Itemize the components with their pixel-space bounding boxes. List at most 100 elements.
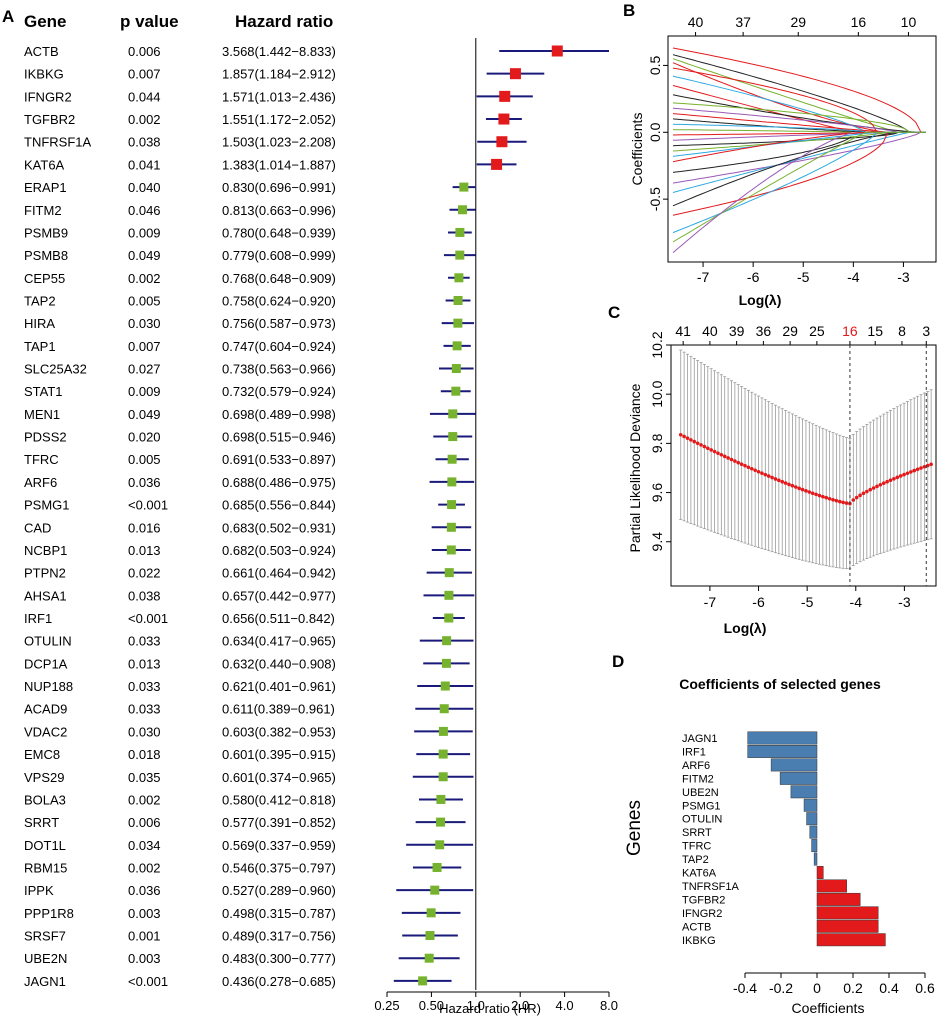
gene-label: UBE2N <box>24 951 67 966</box>
p-value: 0.040 <box>128 180 161 195</box>
lasso-top-tick-label: 37 <box>735 14 751 30</box>
p-value: 0.046 <box>128 203 161 218</box>
hazard-ratio-text: 3.568(1.442−8.833) <box>222 44 336 59</box>
cv-mean-point <box>925 463 930 468</box>
hazard-ratio-text: 1.383(1.014−1.887) <box>222 157 336 172</box>
p-value: 0.027 <box>128 362 161 377</box>
cv-mean-point <box>790 483 795 488</box>
lasso-path-line <box>672 107 926 133</box>
coef-axis-tick-label: 0.4 <box>879 980 899 996</box>
cv-mean-point <box>878 482 883 487</box>
coef-axis-tick-label: 0.6 <box>915 980 935 996</box>
hr-point <box>438 749 448 759</box>
cv-top-tick-label: 25 <box>809 323 825 339</box>
hr-point <box>496 136 508 148</box>
p-value: 0.033 <box>128 634 161 649</box>
cv-mean-point <box>793 485 798 489</box>
hazard-ratio-text: 0.634(0.417−0.965) <box>222 634 336 649</box>
p-value: 0.033 <box>128 702 161 717</box>
hazard-ratio-text: 0.756(0.587−0.973) <box>222 316 336 331</box>
hazard-ratio-text: 0.830(0.696−0.991) <box>222 180 336 195</box>
cv-mean-point <box>689 438 693 442</box>
coef-gene-label: TAP2 <box>682 854 709 866</box>
forest-rows: ACTB 0.006 3.568(1.442−8.833) IKBKG 0.007 1.8… <box>24 44 336 989</box>
hr-point <box>447 454 457 464</box>
lasso-x-tick-label: -6 <box>747 269 760 285</box>
lasso-x-tick-label: -4 <box>847 269 860 285</box>
p-value: 0.035 <box>128 770 161 785</box>
coef-gene-label: ACTB <box>682 921 711 933</box>
cv-mean-point <box>912 468 917 473</box>
p-value: 0.005 <box>128 452 161 467</box>
coef-y-label: Genes <box>624 800 645 856</box>
forest-axis-tick-label: 1.0 <box>467 998 485 1013</box>
cv-mean-point <box>780 479 785 484</box>
p-value: 0.049 <box>128 407 161 422</box>
gene-label: CEP55 <box>24 271 65 286</box>
gene-label: FITM2 <box>24 203 62 218</box>
coef-axis-tick-label: -0.2 <box>769 980 793 996</box>
cv-mean-point <box>821 494 825 499</box>
hr-point <box>447 477 457 487</box>
panel-label-c: C <box>608 303 620 322</box>
cv-mean-point <box>760 471 764 476</box>
gene-label: IPPK <box>24 883 54 898</box>
gene-label: HIRA <box>24 316 55 331</box>
hazard-ratio-text: 0.683(0.502−0.931) <box>222 520 336 535</box>
cv-x-tick-label: -5 <box>801 594 814 610</box>
cv-mean-point <box>787 482 791 487</box>
lasso-path-line <box>672 131 926 234</box>
coef-bar <box>813 852 818 866</box>
coef-bar <box>816 906 879 920</box>
hazard-ratio-text: 0.603(0.382−0.953) <box>222 724 336 739</box>
hr-point <box>436 794 446 804</box>
hazard-ratio-text: 0.621(0.401−0.961) <box>222 679 336 694</box>
hr-point <box>447 500 457 510</box>
lasso-x-tick-label: -7 <box>697 269 710 285</box>
hr-point <box>444 590 454 600</box>
lasso-axes: -7 -6 -5 -4 -3 -0.5 0.0 0.5 40 37 29 16 10 <box>647 14 916 285</box>
cv-mean-point <box>915 467 920 472</box>
cv-top-tick-label: 3 <box>922 323 930 339</box>
lasso-y-tick-label: 0.0 <box>647 122 663 142</box>
hr-point <box>451 364 461 374</box>
p-value: 0.001 <box>128 929 161 944</box>
hazard-ratio-text: 0.546(0.375−0.797) <box>222 860 336 875</box>
coef-bar <box>747 745 818 758</box>
cv-mean-point <box>729 457 734 462</box>
cv-mean-point <box>692 439 697 444</box>
gene-label: DOT1L <box>24 838 66 853</box>
lasso-lines <box>672 47 926 253</box>
cv-mean-point <box>743 463 747 468</box>
gene-label: PPP1R8 <box>24 906 74 921</box>
gene-label: NUP188 <box>24 679 73 694</box>
hr-point <box>436 817 446 827</box>
coef-gene-label: OTULIN <box>682 814 722 826</box>
coef-gene-label: ARF6 <box>682 760 710 772</box>
p-value: 0.009 <box>128 384 161 399</box>
cv-mean-point <box>881 481 886 486</box>
hr-point <box>425 931 435 941</box>
coef-axis-tick-label: 0 <box>813 980 821 996</box>
hazard-ratio-text: 0.732(0.579−0.924) <box>222 384 336 399</box>
hr-point <box>444 568 454 578</box>
hazard-ratio-text: 0.780(0.648−0.939) <box>222 225 336 240</box>
cv-mean-point <box>766 474 771 478</box>
hr-point <box>453 318 463 328</box>
cv-mean-point <box>719 452 724 457</box>
p-value: 0.018 <box>128 747 161 762</box>
gene-label: SRSF7 <box>24 929 66 944</box>
hazard-ratio-text: 0.569(0.337−0.959) <box>222 838 336 853</box>
hr-point <box>442 636 452 646</box>
gene-label: SRRT <box>24 815 59 830</box>
cv-mean-point <box>898 474 903 478</box>
cv-mean-point <box>831 497 835 502</box>
gene-label: BOLA3 <box>24 792 66 807</box>
lasso-x-tick-label: -3 <box>897 269 910 285</box>
header-hazard-ratio: Hazard ratio <box>235 12 333 31</box>
cv-x-label: Log(λ) <box>724 620 767 636</box>
cv-mean-point <box>736 460 741 465</box>
cv-mean-point <box>702 444 707 449</box>
coef-bar <box>816 866 824 879</box>
gene-label: MEN1 <box>24 407 60 422</box>
